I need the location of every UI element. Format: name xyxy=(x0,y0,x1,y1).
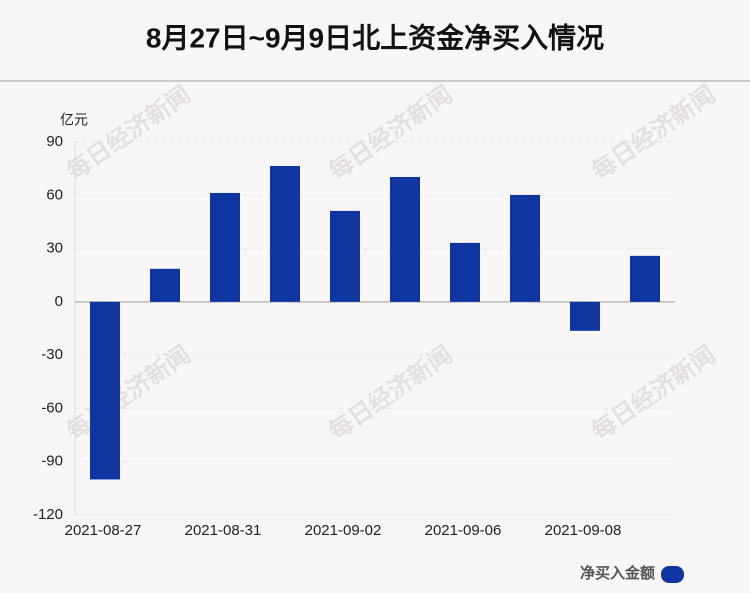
y-tick-label: 0 xyxy=(55,293,63,310)
y-tick-label: 90 xyxy=(46,133,63,150)
bar xyxy=(210,192,240,302)
y-tick-label: -30 xyxy=(41,346,63,363)
y-tick-label: 30 xyxy=(46,240,63,257)
bar xyxy=(150,268,180,302)
chart-title: 8月27日~9月9日北上资金净买入情况 xyxy=(146,21,604,53)
x-tick-label: 2021-08-27 xyxy=(65,522,142,539)
bar xyxy=(630,255,660,302)
y-tick-label: -60 xyxy=(41,399,63,416)
bar xyxy=(450,242,480,302)
bar xyxy=(90,301,120,480)
x-tick-label: 2021-09-02 xyxy=(305,522,382,539)
bar xyxy=(330,210,360,302)
bar xyxy=(390,176,420,302)
legend-label: 净买入金额 xyxy=(580,564,655,582)
x-tick-label: 2021-09-06 xyxy=(425,522,502,539)
legend-swatch xyxy=(661,566,684,583)
bar xyxy=(270,165,300,302)
y-tick-label: 60 xyxy=(46,186,63,203)
bar xyxy=(570,301,600,331)
x-tick-label: 2021-09-08 xyxy=(545,522,622,539)
y-unit: 亿元 xyxy=(60,112,88,128)
bar xyxy=(510,194,540,302)
y-tick-label: -120 xyxy=(33,506,63,523)
x-tick-label: 2021-08-31 xyxy=(185,522,262,539)
y-tick-label: -90 xyxy=(41,453,63,470)
